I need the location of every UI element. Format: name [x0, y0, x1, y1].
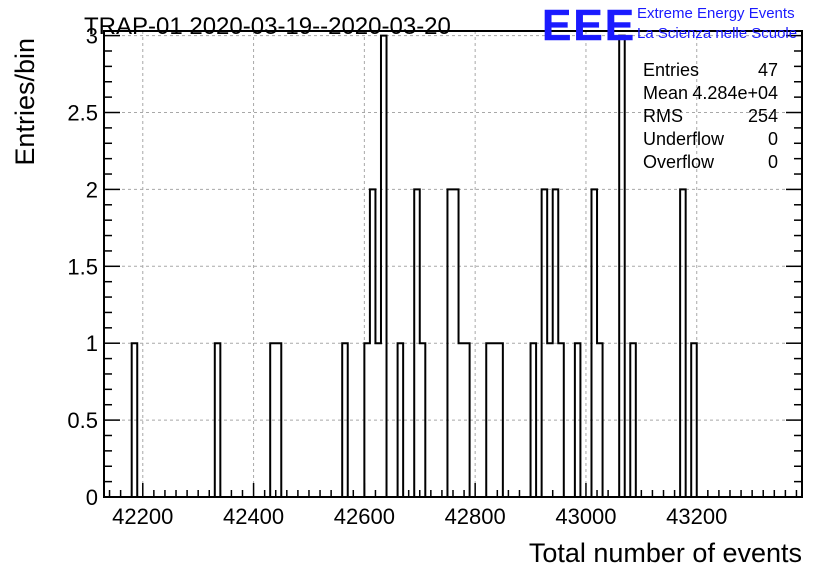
stats-label: Entries	[643, 60, 699, 80]
y-axis-label: Entries/bin	[10, 38, 40, 166]
x-tick-label: 42400	[223, 504, 284, 529]
eee-logo-mark: EEE	[542, 1, 636, 50]
stats-value: 47	[758, 60, 778, 80]
histogram-outline	[130, 34, 698, 497]
stats-value: 0	[768, 129, 778, 149]
stats-box: Entries 47 Mean 4.284e+04 RMS 254 Underflow 0 Ov…	[643, 60, 778, 172]
y-tick-label: 0	[86, 485, 98, 510]
y-tick-label: 3	[86, 24, 98, 49]
y-tick-label: 0.5	[67, 408, 98, 433]
eee-logo: EEE Extreme Energy Events La Scienza nel…	[542, 1, 797, 51]
x-tick-label: 42200	[112, 504, 173, 529]
y-tick-label: 1.5	[67, 254, 98, 279]
stats-value: 0	[768, 152, 778, 172]
x-tick-label: 42800	[445, 504, 506, 529]
eee-logo-line1: Extreme Energy Events	[637, 5, 795, 22]
stats-value: 254	[748, 106, 778, 126]
chart-title: TRAP-01 2020-03-19--2020-03-20	[84, 13, 451, 40]
stats-label: Mean	[643, 83, 688, 103]
eee-logo-line2: La Scienza nelle Scuole	[637, 25, 797, 42]
y-tick-label: 2.5	[67, 101, 98, 126]
stats-label: RMS	[643, 106, 683, 126]
x-tick-label: 42600	[334, 504, 395, 529]
x-tick-label: 43000	[555, 504, 616, 529]
x-axis-label: Total number of events	[529, 538, 802, 568]
y-tick-label: 1	[86, 331, 98, 356]
axis-ticks: 42200 42400 42600 42800 43000 43200 0 0.5 1 1.5 2 2…	[67, 24, 802, 529]
stats-label: Overflow	[643, 152, 715, 172]
y-tick-label: 2	[86, 177, 98, 202]
stats-label: Underflow	[643, 129, 725, 149]
stats-value: 4.284e+04	[692, 83, 778, 103]
x-tick-label: 43200	[666, 504, 727, 529]
